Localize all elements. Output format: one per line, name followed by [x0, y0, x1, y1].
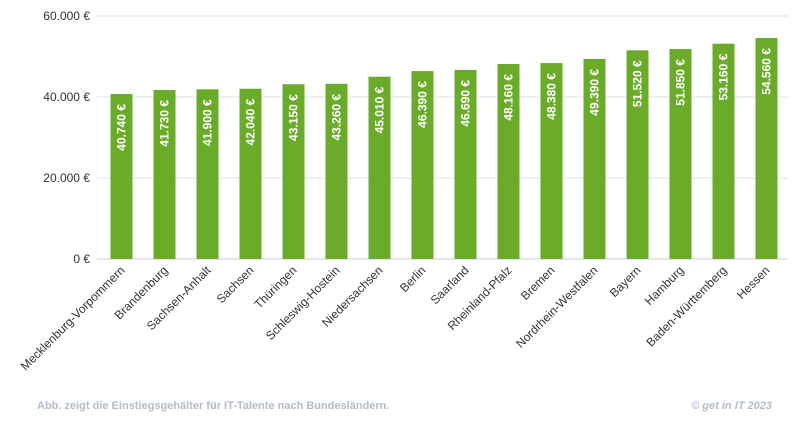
x-tick-label: Sachsen [214, 263, 257, 306]
bar-value-label: 54.560 € [760, 48, 774, 95]
bar [282, 84, 305, 260]
bar-value-label: 51.850 € [674, 59, 688, 106]
x-tick-label: Mecklenburg-Vorpommern [18, 263, 128, 373]
y-tick-label: 0 € [73, 252, 90, 266]
y-tick-label: 60.000 € [43, 9, 90, 23]
bar-value-label: 53.160 € [717, 53, 731, 100]
y-tick-label: 40.000 € [43, 90, 90, 104]
bar [368, 76, 391, 259]
bar [497, 63, 520, 260]
bar-value-label: 49.390 € [588, 69, 602, 116]
chart-caption: Abb. zeigt die Einstiegsgehälter für IT-… [37, 400, 390, 412]
bar [540, 63, 563, 259]
bar-value-label: 46.390 € [416, 81, 430, 128]
bar [626, 50, 649, 260]
bar-value-label: 40.740 € [115, 104, 129, 151]
copyright-notice: © get in IT 2023 [691, 400, 772, 412]
x-tick-label: Hamburg [642, 263, 687, 308]
bar [755, 38, 778, 260]
bar [454, 69, 477, 259]
bar-value-label: 42.040 € [244, 98, 258, 145]
bar-chart: 0 € 20.000 € 40.000 € 60.000 € 40.740 € Meckl… [18, 9, 788, 373]
bar-value-label: 41.900 € [201, 99, 215, 146]
x-tick-label: Baden-Württemberg [643, 263, 729, 349]
bar-value-label: 43.260 € [330, 93, 344, 140]
bar [110, 94, 133, 260]
bar [196, 89, 219, 260]
bar [239, 88, 262, 259]
x-tick-label: Hessen [734, 263, 773, 302]
bar-value-label: 46.690 € [459, 80, 473, 127]
bar [325, 83, 348, 259]
bar-value-label: 41.730 € [158, 100, 172, 147]
y-tick-label: 20.000 € [43, 171, 90, 185]
bar-value-label: 48.160 € [502, 74, 516, 121]
bar-value-label: 45.010 € [373, 86, 387, 133]
bar-value-label: 51.520 € [631, 60, 645, 107]
x-tick-label: Nordrhein-Westfalen [513, 263, 601, 351]
bar [583, 58, 606, 259]
bar [669, 49, 692, 259]
bar-value-label: 43.150 € [287, 94, 301, 141]
x-tick-label: Bayern [607, 263, 644, 300]
bar-value-label: 48.380 € [545, 73, 559, 120]
x-tick-label: Bremen [518, 263, 558, 303]
x-tick-label: Berlin [397, 263, 429, 295]
x-tick-label: Schleswig-Hostein [263, 263, 343, 343]
x-tick-label: Saarland [428, 263, 472, 307]
bar [411, 71, 434, 259]
bar [712, 43, 735, 260]
bar [153, 89, 176, 259]
